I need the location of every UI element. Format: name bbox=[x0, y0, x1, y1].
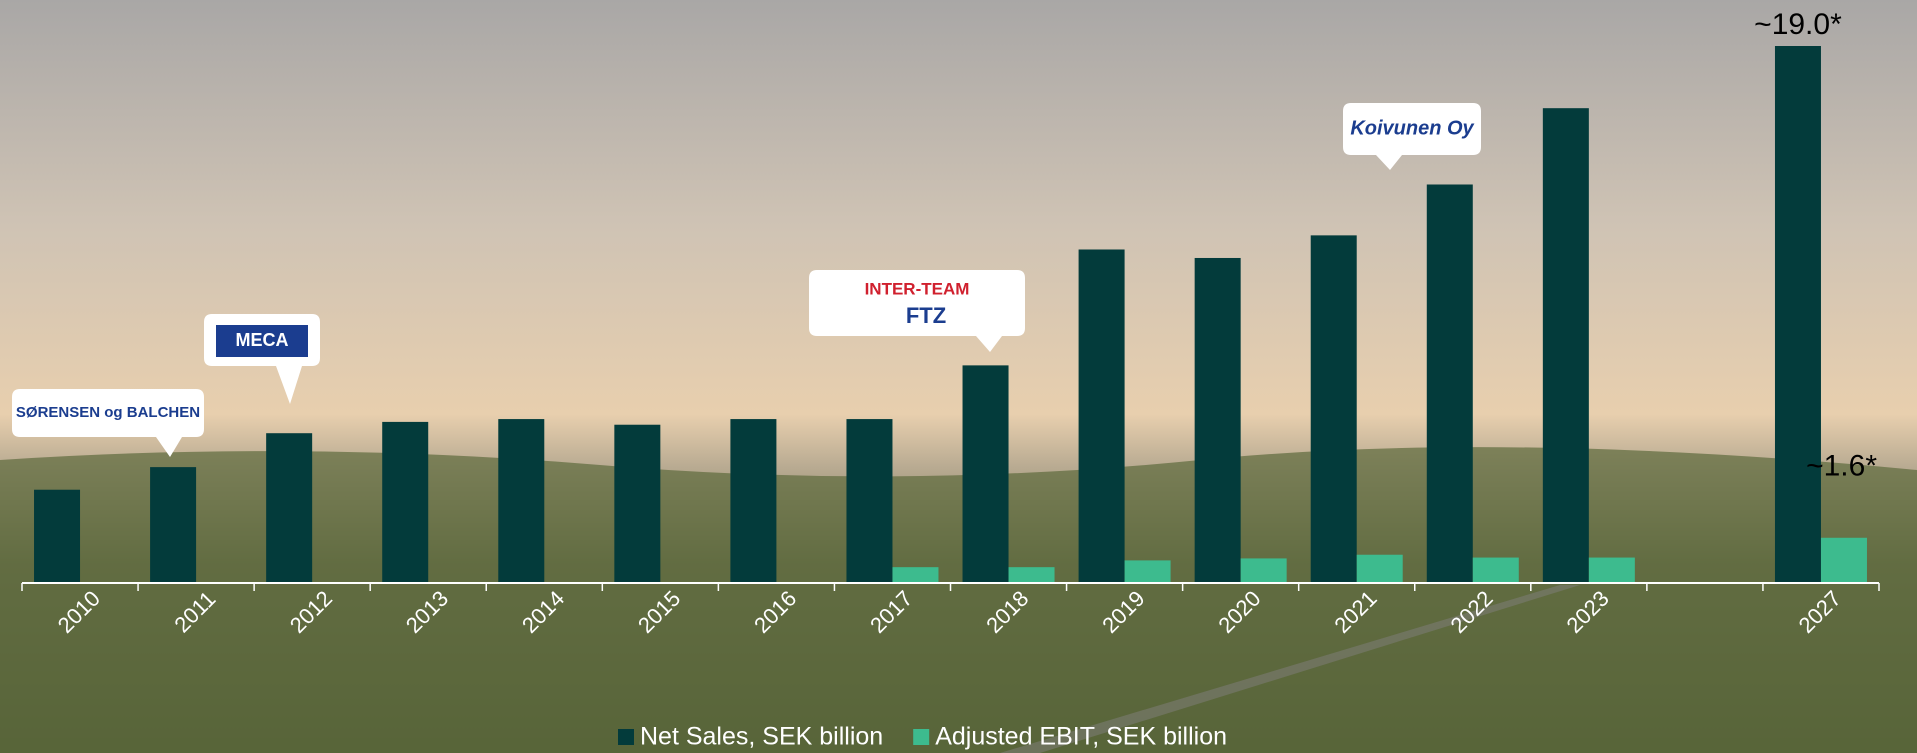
bar bbox=[1008, 567, 1055, 583]
callout: INTER-TEAM FTZ bbox=[809, 270, 1025, 352]
bar bbox=[1356, 554, 1403, 583]
bar bbox=[962, 365, 1009, 583]
bar bbox=[614, 424, 661, 583]
bar bbox=[150, 467, 197, 583]
bar bbox=[1240, 558, 1287, 583]
callout: Koivunen Oy bbox=[1343, 103, 1481, 170]
logo-text: FTZ bbox=[906, 303, 946, 328]
bar bbox=[1774, 46, 1821, 583]
bar bbox=[1194, 257, 1241, 583]
callout-box bbox=[12, 389, 204, 457]
road bbox=[1000, 585, 1580, 753]
callout-box bbox=[1343, 103, 1481, 170]
legend-swatch bbox=[913, 729, 930, 745]
bar bbox=[1588, 557, 1635, 583]
legend-label: Net Sales, SEK billion bbox=[640, 723, 883, 751]
data-label: ~1.6* bbox=[1806, 450, 1877, 483]
logo-text: Koivunen Oy bbox=[1350, 117, 1474, 139]
legend-swatch bbox=[618, 729, 634, 745]
bar bbox=[1078, 249, 1125, 583]
bar bbox=[892, 567, 939, 583]
logo-text: SØRENSEN og BALCHEN bbox=[16, 404, 200, 421]
callout-box bbox=[809, 270, 1025, 352]
logo-bg bbox=[216, 325, 308, 357]
logo-text: INTER-TEAM bbox=[865, 279, 970, 298]
logo-text: MECA bbox=[236, 330, 289, 350]
bar bbox=[1124, 560, 1171, 583]
bar bbox=[1310, 235, 1357, 583]
bar bbox=[730, 419, 777, 583]
bar bbox=[846, 419, 893, 583]
bar bbox=[1820, 537, 1867, 583]
bar bbox=[382, 421, 429, 583]
callout: MECA bbox=[204, 314, 320, 404]
legend: Net Sales, SEK billion Adjusted EBIT, SEK… bbox=[618, 723, 1227, 751]
data-label: ~19.0* bbox=[1754, 8, 1842, 41]
bar bbox=[266, 433, 313, 583]
callout: SØRENSEN og BALCHEN bbox=[12, 389, 204, 457]
legend-label: Adjusted EBIT, SEK billion bbox=[935, 723, 1227, 751]
bar bbox=[34, 489, 81, 583]
bar bbox=[1542, 108, 1589, 583]
bar bbox=[498, 419, 545, 583]
bar bbox=[1472, 557, 1519, 583]
bar bbox=[1426, 184, 1473, 583]
